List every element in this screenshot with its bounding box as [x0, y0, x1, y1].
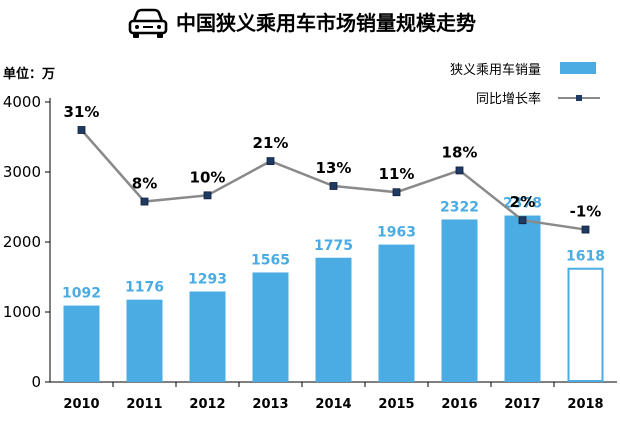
x-tick-label: 2013 — [252, 397, 288, 412]
bar — [378, 244, 415, 382]
legend: 狭义乘用车销量 同比增长率 — [450, 62, 600, 107]
y-tick-label: 4000 — [3, 93, 41, 111]
chart-title: 中国狭义乘用车市场销量规模走势 — [128, 8, 476, 38]
y-tick-label: 2000 — [3, 233, 41, 251]
bar — [315, 257, 352, 382]
x-tick-label: 2018 — [567, 397, 603, 412]
x-tick-label: 2017 — [504, 397, 540, 412]
legend-swatch-sales — [560, 62, 596, 74]
x-tick-label: 2012 — [189, 397, 225, 412]
bar-value-label: 1963 — [377, 225, 416, 241]
y-tick-label: 1000 — [3, 303, 41, 321]
bar — [252, 272, 289, 382]
legend-label-growth: 同比增长率 — [476, 91, 541, 107]
bar — [189, 291, 226, 382]
growth-value-label: 31% — [64, 103, 100, 121]
x-tick-label: 2014 — [315, 397, 351, 412]
bar-value-label: 1775 — [314, 238, 353, 254]
growth-point — [455, 166, 464, 175]
growth-data-labels: 31% 8% 10% 21% 13% 11% 18% 2% -1% — [64, 103, 602, 221]
growth-point — [140, 197, 149, 206]
growth-value-label: 21% — [253, 134, 289, 152]
growth-value-label: 18% — [442, 143, 478, 161]
x-tick-label: 2016 — [441, 397, 477, 412]
growth-point — [518, 216, 527, 225]
bar-value-label: 1618 — [566, 249, 605, 265]
growth-point — [77, 126, 86, 134]
bar-value-label: 1176 — [125, 280, 164, 296]
bar-value-label: 1565 — [251, 252, 290, 268]
growth-point — [266, 157, 275, 166]
growth-value-label: 2% — [510, 193, 535, 211]
y-tick-label: 0 — [31, 373, 41, 391]
car-icon — [128, 8, 168, 38]
bar-value-label: 1293 — [188, 271, 227, 287]
growth-point — [392, 188, 401, 197]
growth-value-label: 11% — [379, 165, 415, 183]
growth-value-label: 13% — [316, 159, 352, 177]
growth-line-series — [77, 126, 590, 234]
growth-point — [581, 225, 590, 234]
growth-point — [329, 182, 338, 190]
bar — [126, 299, 163, 382]
bar-value-label: 2378 — [503, 196, 542, 212]
growth-value-label: 8% — [132, 175, 157, 193]
growth-value-label: 10% — [190, 168, 226, 186]
legend-label-sales: 狭义乘用车销量 — [450, 62, 541, 78]
bar — [441, 219, 478, 382]
x-tick-label: 2010 — [63, 397, 99, 412]
bar-series — [63, 215, 604, 382]
bar-value-label: 1092 — [62, 286, 101, 302]
growth-value-label: -1% — [570, 203, 602, 221]
legend-marker-growth — [576, 95, 582, 101]
bar — [567, 267, 604, 382]
bar — [63, 305, 100, 382]
bar-value-label: 2322 — [440, 199, 479, 215]
bar — [504, 215, 541, 382]
x-tick-label: 2011 — [126, 397, 162, 412]
growth-point — [203, 191, 212, 200]
page-title: 中国狭义乘用车市场销量规模走势 — [176, 11, 476, 35]
y-tick-label: 3000 — [3, 163, 41, 181]
unit-label: 单位：万 — [3, 66, 55, 82]
x-tick-label: 2015 — [378, 397, 414, 412]
bar-data-labels: 1092 1176 1293 1565 1775 1963 2322 2378 1618 — [62, 196, 605, 302]
